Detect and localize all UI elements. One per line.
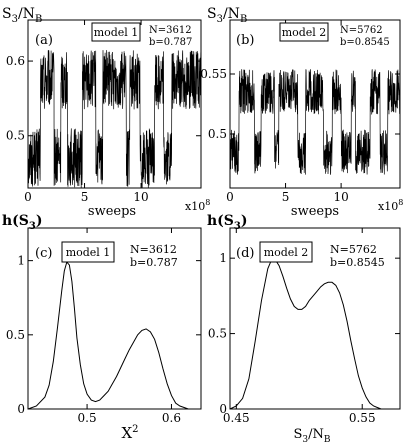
ytick-label: 0 bbox=[17, 402, 25, 416]
annotation-n-a: N=3612 bbox=[149, 25, 192, 36]
model-label-b: model 2 bbox=[282, 26, 327, 39]
panel-label-c: (c) bbox=[35, 246, 52, 261]
panel-d: h(S3) 0.45 0.55 0 0.5 1 (d) model 2 N=5762 b… bbox=[207, 213, 401, 445]
annotation-n-d: N=5762 bbox=[330, 243, 377, 256]
panel-c: h(S3) 0.5 0.6 0 0.5 1 (c) model 1 N=3612 b=0… bbox=[2, 213, 202, 442]
ylabel-a: S3/NB bbox=[2, 6, 42, 25]
frame-d bbox=[229, 227, 401, 410]
ytick-label: 0.55 bbox=[200, 67, 227, 81]
ytick-label: 1 bbox=[17, 254, 25, 268]
ytick-label: 0.5 bbox=[6, 328, 25, 342]
xtick-label: 0.55 bbox=[349, 411, 376, 425]
model-box-a bbox=[91, 22, 141, 42]
panel-label-b: (b) bbox=[236, 33, 254, 48]
xtick-label: 0.5 bbox=[78, 411, 97, 425]
ticks-a: 0 5 10 0.5 0.6 bbox=[6, 20, 201, 204]
trace-line bbox=[229, 69, 401, 175]
ylabel-d: h(S3) bbox=[207, 213, 248, 232]
ytick-label: 0 bbox=[219, 402, 227, 416]
model-box-c bbox=[61, 241, 115, 263]
ylabel-c: h(S3) bbox=[2, 213, 43, 232]
multiplier-a: x108 bbox=[185, 198, 210, 213]
xtick-label: 5 bbox=[81, 190, 89, 204]
model-label-a: model 1 bbox=[94, 26, 139, 39]
xlabel-a: sweeps bbox=[88, 204, 136, 219]
xtick-label: 0.6 bbox=[162, 411, 181, 425]
xtick-label: 0.45 bbox=[223, 411, 250, 425]
ytick-label: 0.5 bbox=[6, 129, 25, 143]
xtick-label: 5 bbox=[282, 190, 290, 204]
xtick-label: 0 bbox=[24, 190, 32, 204]
trace-line bbox=[27, 50, 202, 189]
annotation-b-a: b=0.787 bbox=[149, 37, 192, 48]
trace-a bbox=[27, 50, 202, 189]
panel-b: S3/NB 0 5 10 0.5 0.55 (b) model 2 N=5762 b=0… bbox=[200, 6, 403, 219]
annotation-b-d: b=0.8545 bbox=[330, 256, 385, 269]
curve-c bbox=[27, 261, 201, 410]
xlabel-d: S3/NB bbox=[293, 427, 330, 445]
xtick-label: 10 bbox=[333, 190, 348, 204]
trace-b bbox=[229, 69, 401, 175]
ticks-b: 0 5 10 0.5 0.55 bbox=[200, 20, 400, 204]
annotation-b-b: b=0.8545 bbox=[340, 37, 390, 48]
xtick-label: 10 bbox=[133, 190, 148, 204]
frame-c bbox=[27, 227, 202, 410]
xlabel-b: sweeps bbox=[291, 204, 339, 219]
model-label-c: model 1 bbox=[66, 246, 111, 259]
multiplier-b: x108 bbox=[378, 198, 403, 213]
ytick-label: 0.6 bbox=[6, 54, 25, 68]
panel-a: S3/NB 0 5 10 0.5 0.6 (a) model 1 N=3612 b=0.… bbox=[2, 6, 210, 219]
frame-b bbox=[229, 19, 401, 189]
xlabel-c: X2 bbox=[121, 424, 138, 442]
model-box-d bbox=[259, 241, 313, 263]
ticks-c: 0.5 0.6 0 0.5 1 bbox=[6, 228, 201, 425]
curve-d bbox=[229, 259, 400, 410]
ylabel-b: S3/NB bbox=[207, 6, 247, 25]
xtick-label: 0 bbox=[226, 190, 234, 204]
ytick-label: 0.5 bbox=[208, 327, 227, 341]
panel-label-d: (d) bbox=[236, 246, 254, 261]
model-box-b bbox=[279, 22, 329, 42]
ytick-label: 0.5 bbox=[208, 127, 227, 141]
ticks-d: 0.45 0.55 0 0.5 1 bbox=[208, 228, 400, 425]
panel-label-a: (a) bbox=[35, 33, 53, 48]
annotation-n-c: N=3612 bbox=[130, 243, 177, 256]
annotation-b-c: b=0.787 bbox=[130, 256, 178, 269]
model-label-d: model 2 bbox=[264, 246, 309, 259]
ytick-label: 1 bbox=[219, 251, 227, 265]
frame-a bbox=[27, 19, 202, 189]
annotation-n-b: N=5762 bbox=[340, 25, 383, 36]
